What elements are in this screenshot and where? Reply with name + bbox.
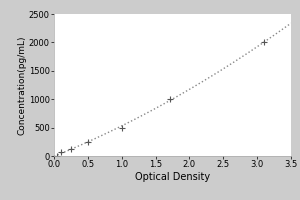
Y-axis label: Concentration(pg/mL): Concentration(pg/mL) [17, 35, 26, 135]
X-axis label: Optical Density: Optical Density [135, 172, 210, 182]
